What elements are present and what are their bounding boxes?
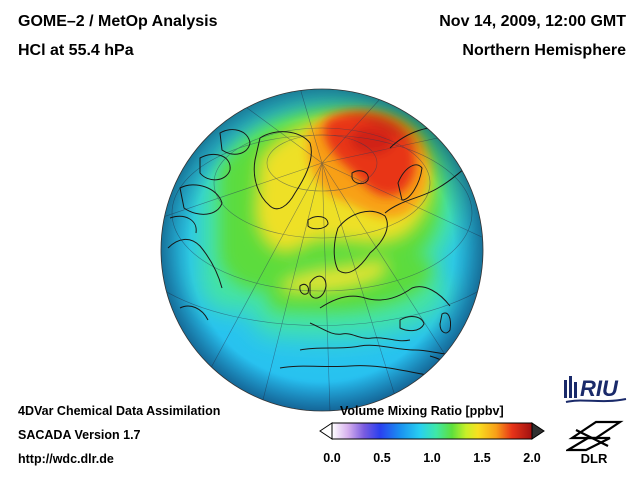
colorbar-tick: 0.0 (323, 451, 341, 465)
colorbar-title: Volume Mixing Ratio [ppbv] (340, 404, 504, 418)
globe-map (160, 88, 484, 412)
footer-line-2: SACADA Version 1.7 (18, 428, 141, 442)
footer-link[interactable]: http://wdc.dlr.de (18, 452, 114, 466)
colorbar-ramp (331, 422, 533, 440)
colorbar-max-arrow (531, 422, 545, 440)
dlr-logo: DLR (566, 420, 624, 466)
riu-logo-text: RIU (580, 376, 619, 401)
colorbar-tick: 1.0 (423, 451, 441, 465)
colorbar (319, 422, 545, 440)
date-label: Nov 14, 2009, 12:00 GMT (439, 13, 626, 30)
title-line-2: HCl at 55.4 hPa (18, 42, 134, 59)
region-label: Northern Hemisphere (462, 42, 626, 59)
footer-line-1: 4DVar Chemical Data Assimilation (18, 404, 221, 418)
title-line-1: GOME–2 / MetOp Analysis (18, 13, 218, 30)
riu-logo: RIU (564, 376, 627, 403)
colorbar-tick: 0.5 (373, 451, 391, 465)
colorbar-min-arrow (319, 422, 333, 440)
colorbar-tick: 2.0 (523, 451, 541, 465)
dlr-logo-text: DLR (581, 451, 608, 466)
colorbar-tick: 1.5 (473, 451, 491, 465)
